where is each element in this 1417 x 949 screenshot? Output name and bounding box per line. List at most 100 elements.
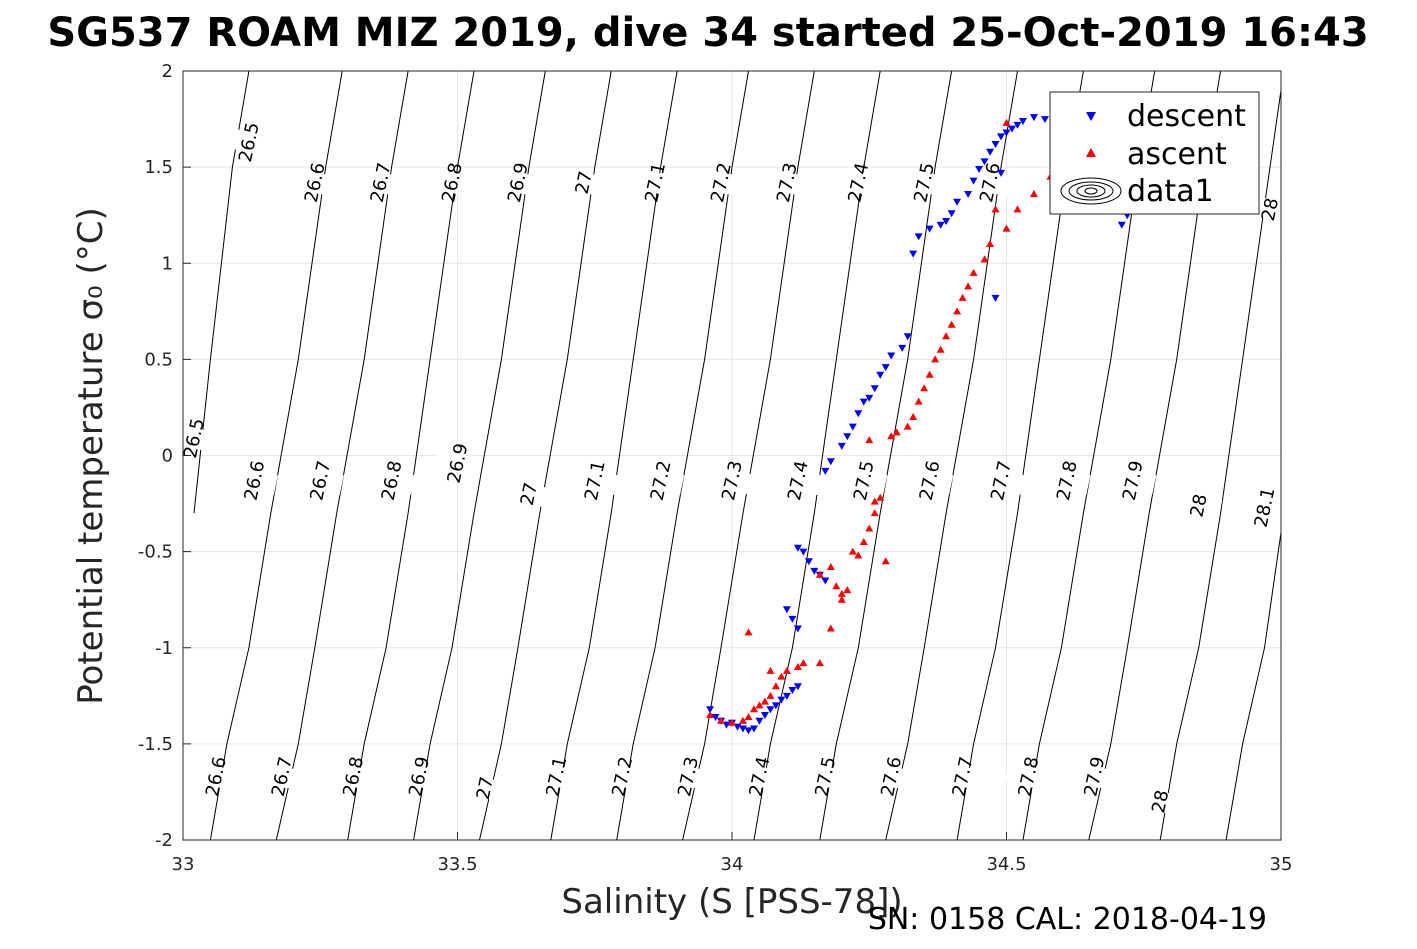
isopycnal-line	[550, 71, 678, 840]
contour-label-bg	[494, 168, 542, 197]
isopycnal-line	[413, 71, 546, 840]
isopycnal-line	[1159, 90, 1281, 840]
descent-point	[1013, 121, 1022, 129]
ascent-point	[947, 320, 956, 328]
y-tick-label: 2	[162, 61, 173, 82]
ascent-point	[771, 682, 780, 690]
isopycnal-line	[753, 71, 881, 840]
x-tick-label: 34.5	[986, 854, 1026, 875]
descent-point	[1002, 129, 1011, 137]
ascent-point	[903, 422, 912, 430]
ascent-point	[854, 551, 863, 559]
y-tick-label: -2	[155, 830, 173, 851]
legend[interactable]: descent ascent data1	[1049, 91, 1260, 215]
legend-contour-icon	[1060, 177, 1122, 205]
ascent-point	[936, 345, 945, 353]
descent-point	[777, 696, 786, 704]
descent-point	[771, 702, 780, 710]
contour-label-bg	[900, 168, 948, 197]
y-tick-label: -1	[155, 638, 173, 659]
ascent-point	[815, 659, 824, 667]
x-axis-label: Salinity (S [PSS-78])	[561, 882, 902, 922]
contour-label-bg	[1136, 787, 1184, 816]
descent-point	[925, 225, 934, 233]
contour-label-bg	[170, 423, 218, 453]
descent-point	[711, 713, 720, 721]
legend-descent-label: descent	[1127, 99, 1246, 134]
ascent-point	[942, 332, 951, 340]
contour-label-bg	[225, 127, 273, 157]
ascent-point	[991, 205, 1000, 213]
x-tick-label: 34	[721, 854, 744, 875]
descent-point	[766, 706, 775, 714]
contour-label-bg	[1109, 466, 1157, 495]
ascent-point	[859, 538, 868, 546]
ascent-point	[749, 705, 758, 713]
ascent-point	[870, 509, 879, 517]
ascent-point	[826, 624, 835, 632]
descent-point	[947, 210, 956, 218]
contour-label-bg	[637, 466, 685, 495]
contour-label-bg	[230, 466, 278, 495]
ascent-point	[865, 524, 874, 532]
descent-point	[706, 706, 715, 714]
contour-label-bg	[938, 762, 987, 791]
contour-label-bg	[329, 762, 377, 791]
ascent-point	[843, 586, 852, 594]
contour-label-bg	[532, 762, 580, 791]
ascent-point	[755, 701, 764, 709]
descent-point	[788, 687, 797, 695]
contour-label-bg	[1175, 491, 1223, 520]
ascent-point	[925, 370, 934, 378]
legend-ascent-label: ascent	[1127, 137, 1227, 172]
ascent-point	[887, 432, 896, 440]
ascent-point	[728, 718, 736, 726]
descent-point	[914, 233, 923, 241]
isopycnal-line	[885, 71, 1018, 840]
ascent-point	[837, 595, 846, 603]
ascent-point	[958, 293, 967, 301]
ascent-point	[782, 666, 791, 674]
contour-label-bg	[368, 466, 416, 495]
ascent-point	[953, 307, 962, 315]
descent-point	[1117, 221, 1126, 229]
descent-point	[876, 371, 885, 379]
contour-label: 28	[1148, 788, 1173, 815]
ascent-point	[870, 497, 879, 505]
descent-point	[788, 615, 797, 623]
chart-title: SG537 ROAM MIZ 2019, dive 34 started 25-…	[47, 10, 1368, 56]
ascent-point	[914, 397, 923, 405]
descent-point	[821, 467, 830, 475]
contour-label-bg	[840, 466, 888, 495]
descent-point	[793, 544, 802, 552]
descent-point	[975, 166, 984, 174]
contour-label-bg	[291, 168, 339, 197]
descent-point	[749, 725, 758, 733]
ascent-point	[777, 672, 786, 680]
contour-label-bg	[1240, 493, 1289, 522]
contour-label-bg	[763, 168, 811, 197]
contour-label-bg	[697, 168, 745, 197]
descent-point	[964, 191, 973, 199]
y-axis-ticks: -2 -1.5 -1 -0.5 0 0.5 1 1.5 2	[138, 61, 191, 851]
descent-point	[859, 398, 868, 406]
density-contours	[193, 71, 1281, 840]
descent-point	[810, 567, 819, 575]
contour-label: 27	[572, 169, 597, 196]
x-tick-label: 35	[1270, 854, 1293, 875]
ascent-point	[909, 413, 918, 421]
ascent-point	[964, 282, 973, 290]
contour-label: 27	[473, 775, 498, 802]
footer-serial-calibration: SN: 0158 CAL: 2018-04-19	[868, 902, 1267, 937]
isopycnal-line	[275, 71, 409, 840]
descent-point	[870, 385, 879, 393]
ascent-point	[848, 547, 857, 555]
contour-label-bg	[708, 466, 756, 495]
x-tick-label: 33.5	[437, 854, 477, 875]
legend-data1-label: data1	[1127, 174, 1214, 209]
contour-label-bg	[977, 466, 1025, 495]
descent-point	[843, 433, 852, 441]
ascent-point	[969, 268, 978, 276]
y-tick-label: 1	[162, 253, 173, 274]
ascent-point	[832, 582, 841, 590]
